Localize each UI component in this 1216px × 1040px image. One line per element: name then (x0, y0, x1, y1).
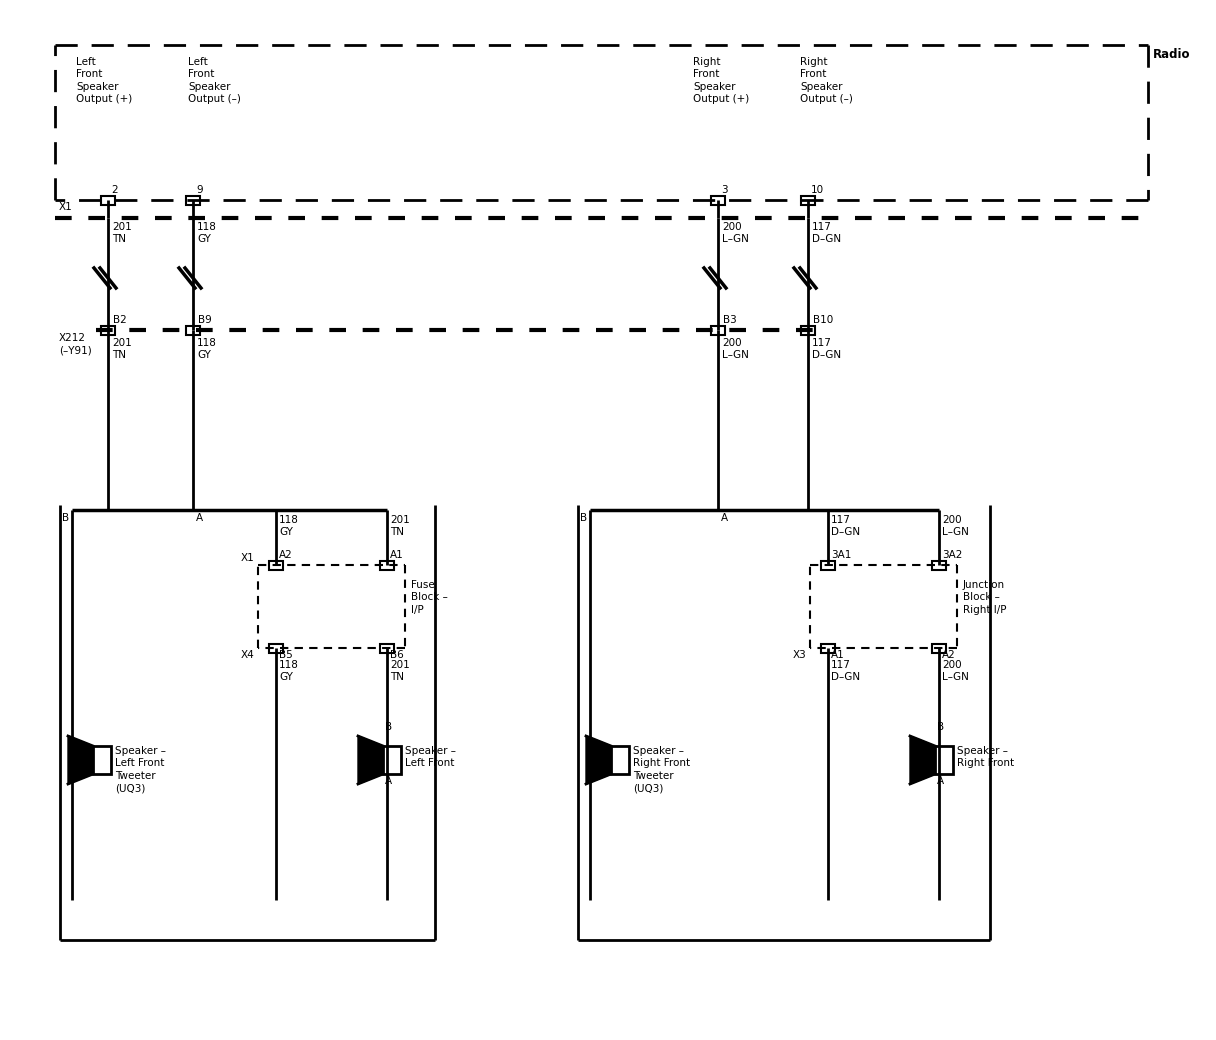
Text: Left
Front
Speaker
Output (–): Left Front Speaker Output (–) (188, 57, 241, 104)
Text: 200
L–GN: 200 L–GN (722, 338, 749, 361)
Bar (935, 746, 953, 774)
Bar (269, 561, 283, 570)
Text: 118
GY: 118 GY (278, 515, 299, 538)
Text: B3: B3 (724, 315, 737, 326)
Text: 201
TN: 201 TN (390, 515, 410, 538)
Text: A1: A1 (831, 650, 845, 660)
Text: A2: A2 (942, 650, 956, 660)
Text: A: A (721, 513, 728, 523)
Text: 200
L–GN: 200 L–GN (942, 660, 969, 682)
Bar (711, 196, 725, 205)
Text: 201
TN: 201 TN (112, 338, 131, 361)
Text: A: A (938, 776, 944, 786)
Text: 117
D–GN: 117 D–GN (812, 222, 841, 244)
Bar (101, 326, 116, 335)
Text: 9: 9 (196, 185, 203, 196)
Text: B2: B2 (113, 315, 126, 326)
Polygon shape (68, 736, 92, 784)
Text: Radio: Radio (1153, 48, 1190, 61)
Polygon shape (910, 736, 935, 784)
Text: Speaker –
Left Front
Tweeter
(UQ3): Speaker – Left Front Tweeter (UQ3) (116, 746, 167, 794)
Bar (101, 196, 116, 205)
Polygon shape (586, 736, 610, 784)
Bar (383, 746, 401, 774)
Text: A2: A2 (278, 550, 293, 560)
Text: 117
D–GN: 117 D–GN (831, 515, 860, 538)
Text: Right
Front
Speaker
Output (+): Right Front Speaker Output (+) (693, 57, 749, 104)
Text: 201
TN: 201 TN (112, 222, 131, 244)
Text: B6: B6 (390, 650, 404, 660)
Text: 3A1: 3A1 (831, 550, 851, 560)
Text: X212
(–Y91): X212 (–Y91) (60, 333, 91, 356)
Bar (821, 644, 835, 652)
Text: X1: X1 (60, 202, 73, 212)
Text: Speaker –
Right Front
Tweeter
(UQ3): Speaker – Right Front Tweeter (UQ3) (634, 746, 691, 794)
Text: B9: B9 (198, 315, 212, 326)
Text: Speaker –
Right Front: Speaker – Right Front (957, 746, 1014, 769)
Text: B: B (580, 513, 587, 523)
Text: 2: 2 (111, 185, 118, 196)
Text: 3: 3 (721, 185, 727, 196)
Text: 200
L–GN: 200 L–GN (942, 515, 969, 538)
Bar (381, 561, 394, 570)
Text: 118
GY: 118 GY (278, 660, 299, 682)
Text: B: B (62, 513, 69, 523)
Text: Junction
Block –
Right I/P: Junction Block – Right I/P (963, 580, 1007, 615)
Text: Speaker –
Left Front: Speaker – Left Front (405, 746, 456, 769)
Text: 118
GY: 118 GY (197, 222, 216, 244)
Text: X4: X4 (241, 650, 254, 660)
Text: A: A (196, 513, 203, 523)
Bar (186, 326, 199, 335)
Text: Right
Front
Speaker
Output (–): Right Front Speaker Output (–) (800, 57, 852, 104)
Bar (801, 196, 815, 205)
Bar (269, 644, 283, 652)
Text: B5: B5 (278, 650, 293, 660)
Text: A1: A1 (390, 550, 404, 560)
Text: X3: X3 (793, 650, 806, 660)
Text: 201
TN: 201 TN (390, 660, 410, 682)
Bar (711, 326, 725, 335)
Bar (92, 746, 111, 774)
Text: 3A2: 3A2 (942, 550, 962, 560)
Text: B10: B10 (814, 315, 833, 326)
Polygon shape (358, 736, 383, 784)
Text: 118
GY: 118 GY (197, 338, 216, 361)
Text: Fuse
Block –
I/P: Fuse Block – I/P (411, 580, 447, 615)
Text: 117
D–GN: 117 D–GN (812, 338, 841, 361)
Bar (801, 326, 815, 335)
Text: A: A (385, 776, 392, 786)
Bar (381, 644, 394, 652)
Bar (610, 746, 629, 774)
Bar (931, 561, 946, 570)
Bar (931, 644, 946, 652)
Text: 117
D–GN: 117 D–GN (831, 660, 860, 682)
Text: Left
Front
Speaker
Output (+): Left Front Speaker Output (+) (77, 57, 133, 104)
Text: B: B (385, 722, 392, 732)
Bar (821, 561, 835, 570)
Bar (186, 196, 199, 205)
Text: B: B (938, 722, 944, 732)
Text: 10: 10 (811, 185, 824, 196)
Text: 200
L–GN: 200 L–GN (722, 222, 749, 244)
Text: X1: X1 (241, 553, 254, 563)
